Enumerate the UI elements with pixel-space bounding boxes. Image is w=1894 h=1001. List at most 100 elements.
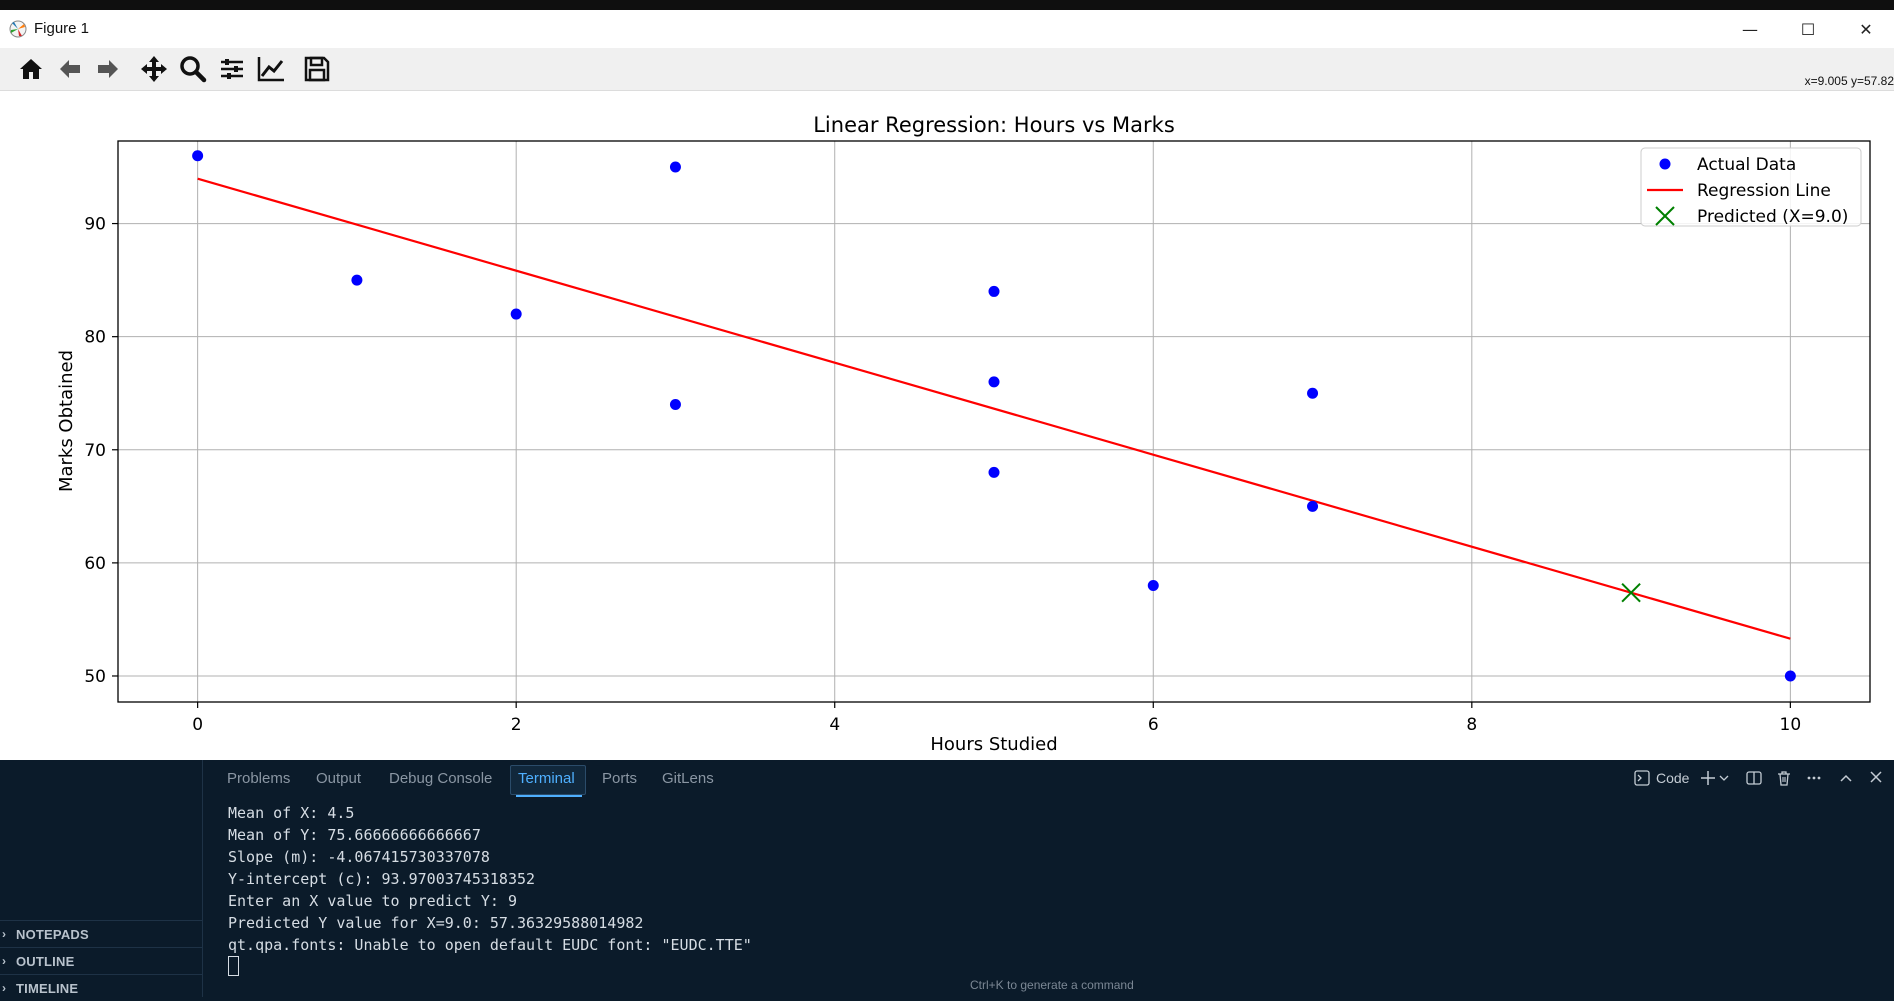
forward-arrow-icon <box>98 60 118 78</box>
terminal-line: qt.qpa.fonts: Unable to open default EUD… <box>228 936 752 954</box>
chart-title: Linear Regression: Hours vs Marks <box>813 113 1175 137</box>
x-tick-label: 0 <box>192 715 203 735</box>
tab-debug-console[interactable]: Debug Console <box>389 770 493 787</box>
data-point <box>192 150 204 162</box>
more-actions-button[interactable] <box>1806 770 1822 786</box>
sidebar-section-label: TIMELINE <box>16 980 79 996</box>
data-point <box>988 376 1000 388</box>
maximize-button[interactable]: ☐ <box>1780 10 1836 48</box>
maximize-icon: ☐ <box>1800 19 1816 39</box>
save-figure-button[interactable] <box>301 53 333 85</box>
legend-dot-swatch <box>1659 158 1671 170</box>
x-tick-label: 2 <box>511 715 522 735</box>
legend-x-swatch <box>1655 206 1675 226</box>
edit-axis-button[interactable] <box>255 53 287 85</box>
y-tick-label: 80 <box>84 328 106 348</box>
terminal-line: Slope (m): -4.067415730337078 <box>228 848 490 866</box>
regression-chart[interactable]: 0 2 4 6 8 10 50 60 70 80 90 Linear Regression: Hou… <box>0 91 1894 760</box>
terminal-line: Enter an X value to predict Y: 9 <box>228 892 517 910</box>
configure-subplots-icon <box>221 59 243 79</box>
chevron-right-icon: › <box>2 981 7 995</box>
close-icon <box>1870 771 1882 783</box>
home-icon <box>20 59 42 79</box>
sidebar-section-timeline[interactable]: › TIMELINE <box>0 974 202 1001</box>
back-button[interactable] <box>54 53 86 85</box>
legend-label: Actual Data <box>1697 155 1796 175</box>
legend-label: Regression Line <box>1697 181 1831 201</box>
chevron-down-icon <box>1719 775 1729 781</box>
data-point <box>669 161 681 173</box>
plus-icon <box>1701 771 1715 785</box>
axis-ticks: 0 2 4 6 8 10 50 60 70 80 90 <box>84 215 1801 735</box>
y-tick-label: 50 <box>84 667 106 687</box>
x-tick-label: 10 <box>1780 715 1802 735</box>
home-button[interactable] <box>15 53 47 85</box>
x-tick-label: 6 <box>1148 715 1159 735</box>
edit-axis-icon <box>257 57 284 82</box>
sidebar-section-label: NOTEPADS <box>16 926 89 942</box>
axes-frame <box>117 140 1871 703</box>
forward-button[interactable] <box>92 53 124 85</box>
close-icon: ✕ <box>1859 19 1873 39</box>
window-title: Figure 1 <box>34 20 90 37</box>
data-point <box>988 285 1000 297</box>
pan-button[interactable] <box>138 53 170 85</box>
figure-canvas[interactable]: 0 2 4 6 8 10 50 60 70 80 90 Linear Regression: Hou… <box>0 91 1894 760</box>
legend-label: Predicted (X=9.0) <box>1697 207 1848 227</box>
close-window-button[interactable]: ✕ <box>1838 10 1894 48</box>
vscode-panel-area: › NOTEPADS › OUTLINE › TIMELINE Problems… <box>0 760 1894 997</box>
x-tick-label: 8 <box>1466 715 1477 735</box>
data-point <box>1307 387 1319 399</box>
new-terminal-button[interactable] <box>1700 770 1730 786</box>
minimize-icon: — <box>1742 19 1758 39</box>
tab-ports[interactable]: Ports <box>602 770 638 787</box>
y-tick-label: 60 <box>84 554 106 574</box>
predicted-point-marker <box>1621 582 1641 603</box>
zoom-magnifier-icon <box>180 56 207 83</box>
tab-problems[interactable]: Problems <box>227 770 291 787</box>
data-point <box>988 466 1000 478</box>
data-point <box>1784 670 1796 682</box>
y-tick-label: 90 <box>84 215 106 235</box>
sidebar-section-notepads[interactable]: › NOTEPADS <box>0 920 202 947</box>
cursor-coordinates-readout: x=9.005 y=57.82 <box>1804 74 1894 88</box>
navigation-toolbar <box>0 48 1894 91</box>
predicted-marker-stroke <box>1621 582 1641 603</box>
terminal-line: Mean of Y: 75.66666666666667 <box>228 826 481 844</box>
terminal-cursor <box>228 956 239 976</box>
kill-terminal-button[interactable] <box>1776 770 1792 786</box>
data-point <box>1307 500 1319 512</box>
minimize-button[interactable]: — <box>1722 10 1778 48</box>
zoom-button[interactable] <box>177 53 209 85</box>
command-hint: Ctrl+K to generate a command <box>970 978 1134 992</box>
title-bar: Figure 1 — ☐ ✕ <box>0 10 1894 48</box>
terminal-output[interactable]: Mean of X: 4.5 Mean of Y: 75.666666666666… <box>228 802 752 978</box>
sidebar-section-label: OUTLINE <box>16 953 75 969</box>
close-panel-button[interactable] <box>1869 770 1883 784</box>
back-arrow-icon <box>60 60 80 78</box>
terminal-line: Y-intercept (c): 93.97003745318352 <box>228 870 536 888</box>
legend: Actual Data Regression Line Predicted (X=9… <box>1640 147 1862 227</box>
top-strip <box>0 0 1894 10</box>
data-point <box>669 399 681 411</box>
regression-line <box>197 177 1791 640</box>
matplotlib-app-icon <box>9 20 27 38</box>
split-terminal-button[interactable] <box>1746 770 1762 786</box>
tab-gitlens[interactable]: GitLens <box>662 770 714 787</box>
tab-terminal[interactable]: Terminal <box>518 770 575 787</box>
data-point <box>510 308 522 320</box>
data-point <box>1147 580 1159 592</box>
vscode-sidebar: › NOTEPADS › OUTLINE › TIMELINE <box>0 760 203 997</box>
sidebar-section-outline[interactable]: › OUTLINE <box>0 947 202 974</box>
y-axis-label: Marks Obtained <box>56 350 77 492</box>
maximize-panel-button[interactable] <box>1838 770 1854 786</box>
plot-series <box>192 150 1796 682</box>
x-tick-label: 4 <box>829 715 840 735</box>
terminal-line: Predicted Y value for X=9.0: 57.36329588… <box>228 914 644 932</box>
tab-output[interactable]: Output <box>316 770 362 787</box>
chevron-right-icon: › <box>2 927 7 941</box>
chevron-up-icon <box>1840 774 1852 782</box>
terminal-profile-button[interactable]: Code <box>1634 770 1689 786</box>
configure-subplots-button[interactable] <box>216 53 248 85</box>
grid-lines <box>118 141 1870 702</box>
